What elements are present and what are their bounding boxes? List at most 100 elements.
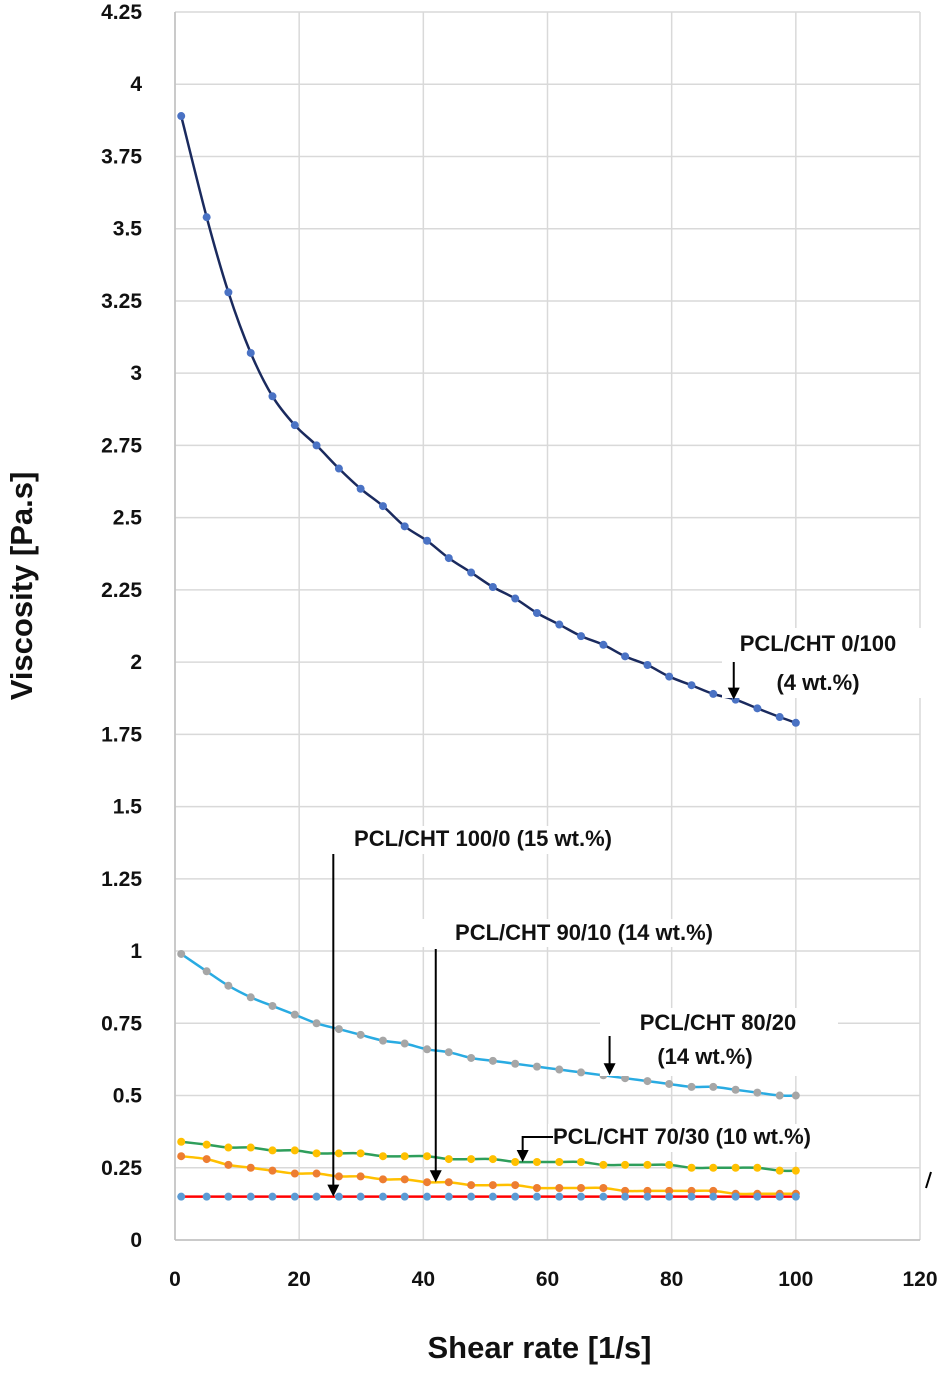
data-point [290, 421, 299, 430]
data-point [356, 1172, 365, 1181]
data-point [312, 1149, 321, 1158]
annotation-bg [722, 628, 934, 698]
annotation-3: PCL/CHT 90/10 (14 wt.%) [420, 919, 750, 1183]
data-point [775, 1192, 784, 1201]
annotation-label: PCL/CHT 0/100 [740, 631, 897, 656]
data-point [400, 1192, 409, 1201]
data-point [621, 1074, 630, 1083]
data-point [423, 1192, 432, 1201]
data-point [224, 981, 233, 990]
annotation-arrow-shaft [521, 1136, 553, 1154]
data-point [334, 464, 343, 473]
annotation-label: PCL/CHT 90/10 (14 wt.%) [455, 920, 713, 945]
data-point [687, 1163, 696, 1172]
data-point [599, 640, 608, 649]
data-point [731, 1163, 740, 1172]
annotation-5: PCL/CHT 70/30 (10 wt.%) [516, 1124, 878, 1162]
data-point [444, 554, 453, 563]
data-point [488, 1181, 497, 1190]
x-tick-label: 100 [778, 1268, 813, 1291]
data-point [246, 1163, 255, 1172]
data-point [177, 1137, 186, 1146]
data-point [555, 1192, 564, 1201]
data-point [687, 681, 696, 690]
data-point [290, 1192, 299, 1201]
data-point [488, 1056, 497, 1065]
annotations: PCL/CHT 0/100 (4 wt.%) PCL/CHT 100/0 (15 w… [318, 628, 934, 1197]
data-point [511, 1192, 520, 1201]
data-point [511, 1181, 520, 1190]
data-point [378, 1036, 387, 1045]
data-point [665, 1079, 674, 1088]
y-tick-label: 3.25 [101, 290, 142, 313]
x-tick-label: 80 [660, 1268, 683, 1291]
annotation-4: PCL/CHT 80/20 (14 wt.%) [600, 1008, 838, 1076]
data-point [246, 993, 255, 1002]
data-point [467, 1053, 476, 1062]
data-point [599, 1192, 608, 1201]
x-tick-label: 20 [287, 1268, 310, 1291]
data-point [268, 1001, 277, 1010]
data-point [791, 1091, 800, 1100]
data-point [599, 1160, 608, 1169]
data-point [709, 1192, 718, 1201]
data-point [488, 582, 497, 591]
data-point [177, 1192, 186, 1201]
x-tick-label: 120 [902, 1268, 937, 1291]
annotation-arrowhead [516, 1149, 529, 1162]
y-tick-label: 4 [130, 73, 142, 96]
x-axis-title: Shear rate [1/s] [428, 1330, 652, 1365]
data-point [687, 1192, 696, 1201]
gridlines [174, 11, 921, 1241]
data-point [268, 392, 277, 401]
data-point [791, 1166, 800, 1175]
data-point [775, 713, 784, 722]
data-point [444, 1178, 453, 1187]
annotation-bg [420, 919, 750, 947]
data-point [621, 1186, 630, 1195]
data-point [290, 1010, 299, 1019]
axes [174, 12, 920, 1241]
data-point [488, 1192, 497, 1201]
data-point [224, 1192, 233, 1201]
y-tick-label: 4.25 [101, 1, 142, 24]
data-point [709, 1163, 718, 1172]
data-point [577, 1183, 586, 1192]
y-tick-label: 1 [130, 940, 142, 963]
data-point [643, 1077, 652, 1086]
data-point [621, 1160, 630, 1169]
y-tick-label: 1.5 [113, 796, 143, 819]
data-point [177, 112, 186, 121]
data-point [753, 1163, 762, 1172]
data-point [246, 1192, 255, 1201]
series-group [177, 112, 800, 1201]
data-point [202, 1140, 211, 1149]
data-point [378, 1175, 387, 1184]
data-point [532, 1157, 541, 1166]
data-point [599, 1183, 608, 1192]
data-point [423, 536, 432, 545]
data-point [400, 1152, 409, 1161]
series-line [179, 115, 797, 724]
data-point [246, 348, 255, 357]
annotation-1: PCL/CHT 0/100 (4 wt.%) [722, 628, 934, 700]
tick-labels: 0 20 40 60 80 100 120 0 0.25 0.5 0.75 1 1.25 1.5 1.75 2… [101, 1, 937, 1291]
data-point [290, 1146, 299, 1155]
annotation-bg [318, 826, 648, 854]
data-point [202, 1192, 211, 1201]
data-point [378, 1192, 387, 1201]
data-point [312, 1192, 321, 1201]
annotation-label: (14 wt.%) [657, 1044, 752, 1069]
data-point [202, 1155, 211, 1164]
y-tick-label: 2 [130, 651, 142, 674]
data-point [467, 568, 476, 577]
data-point [621, 652, 630, 661]
data-point [643, 1192, 652, 1201]
x-tick-label: 40 [412, 1268, 435, 1291]
data-point [532, 1192, 541, 1201]
data-point [753, 1088, 762, 1097]
data-point [709, 1186, 718, 1195]
data-point [709, 689, 718, 698]
data-point [532, 608, 541, 617]
